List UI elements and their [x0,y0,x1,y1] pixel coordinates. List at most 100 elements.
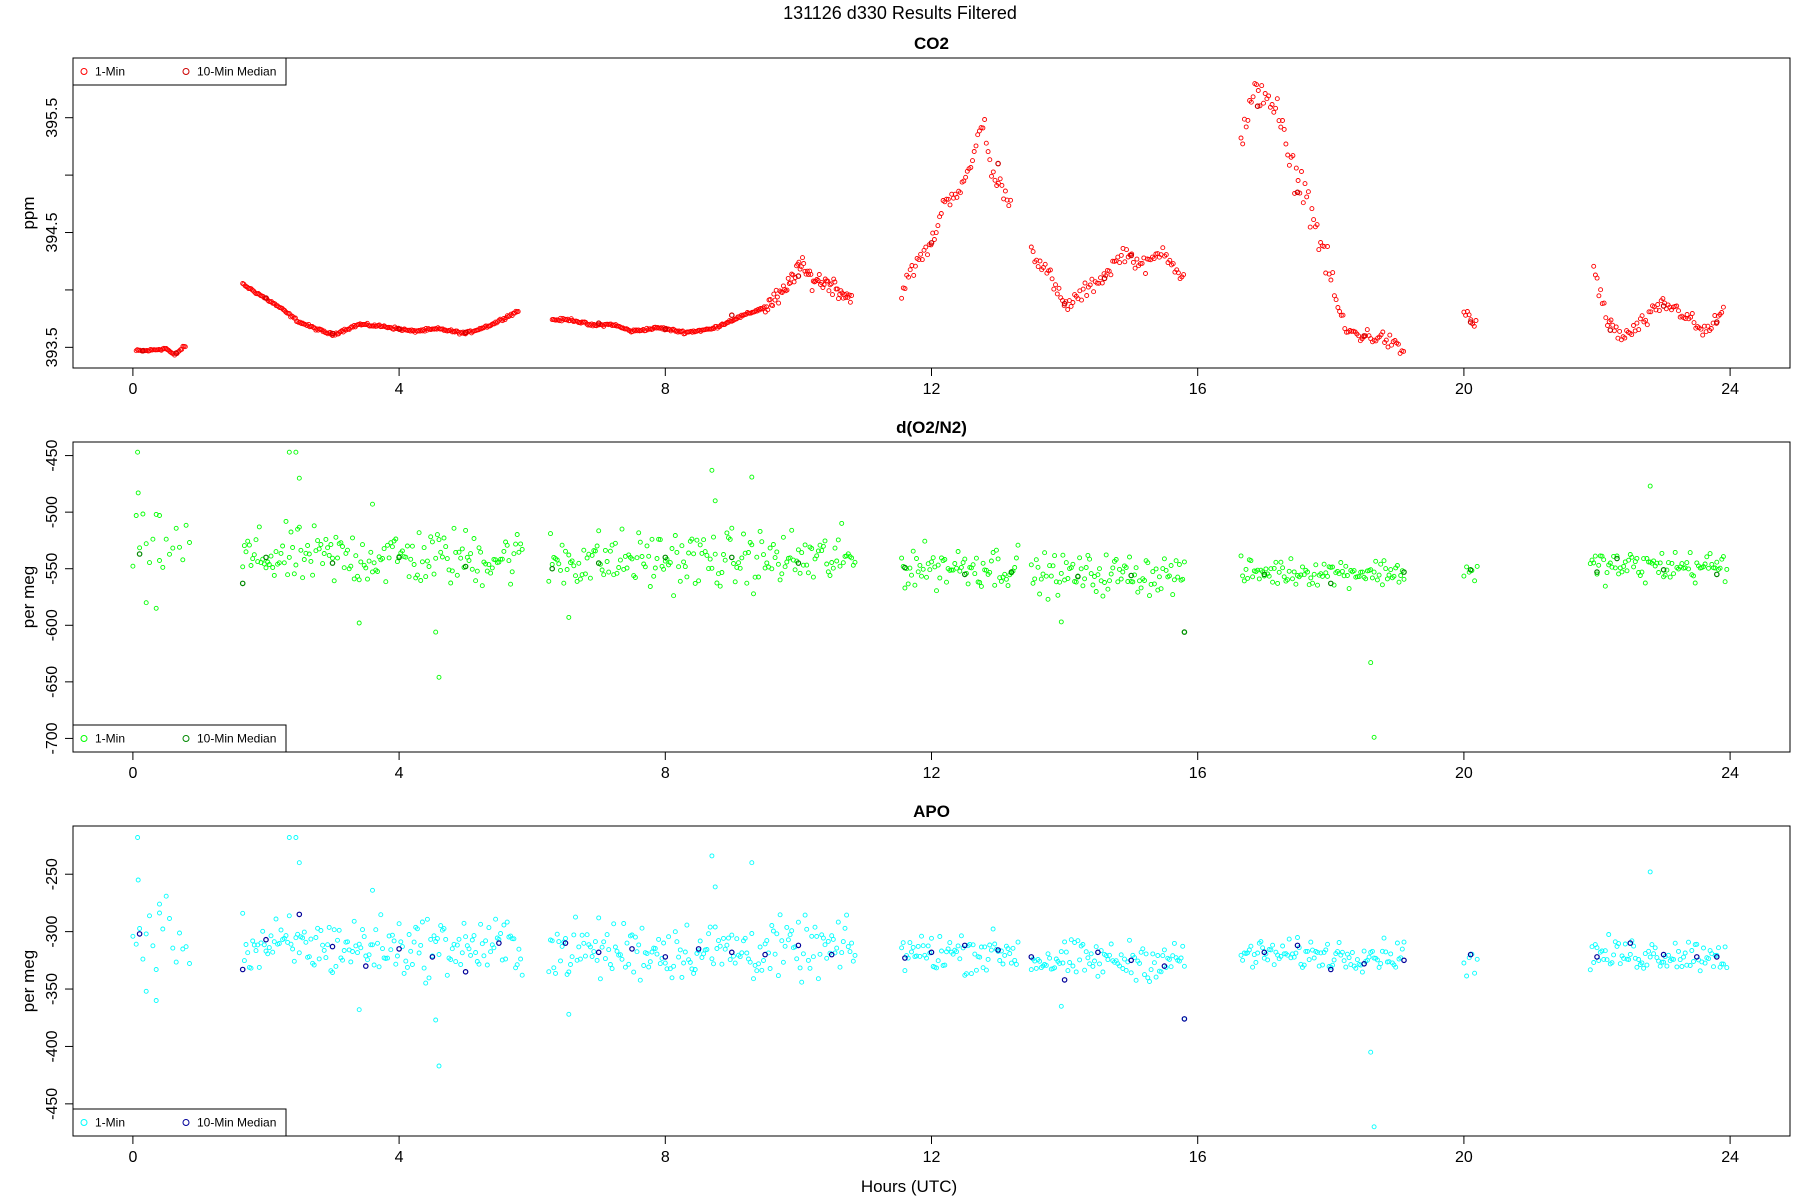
x-tick-label: 24 [1721,381,1739,398]
data-point [1266,573,1272,579]
data-point [179,346,185,352]
data-point [296,950,302,956]
data-point [1369,948,1375,954]
data-point [684,574,690,580]
data-point [689,536,695,542]
data-point [647,584,653,589]
data-point [770,928,776,934]
data-point [712,498,718,504]
data-point [548,531,553,537]
x-tick-label: 4 [395,1149,404,1166]
data-point [1118,252,1124,258]
median-point [1627,940,1634,946]
data-point [288,941,294,947]
data-point [692,580,698,586]
data-point [800,255,805,261]
x-tick-label: 12 [923,1149,941,1166]
data-point [1601,557,1607,563]
data-point [1268,566,1274,572]
data-point [180,946,186,952]
data-point [511,551,517,557]
data-point [939,948,944,954]
data-point [767,966,773,971]
data-point [1145,560,1151,566]
data-point [669,546,675,551]
data-point [636,942,642,948]
data-point [167,916,172,921]
data-point [459,950,465,956]
data-point [732,960,738,966]
data-point [370,887,375,893]
data-point [824,955,830,961]
data-point [1087,961,1093,967]
data-point [1689,948,1695,953]
data-point [1093,589,1099,594]
data-point [907,267,913,273]
median-point [263,554,269,561]
data-point [451,525,457,531]
data-point [621,921,627,926]
data-point [922,538,928,544]
data-point [671,963,677,969]
data-point [987,569,993,575]
median-point [296,911,303,918]
data-point [150,536,156,542]
data-point [1636,957,1642,962]
data-point [634,555,640,561]
data-point [1388,567,1394,573]
data-point [345,547,350,553]
data-point [1682,316,1688,322]
data-point [1291,569,1297,575]
data-point [325,545,331,551]
data-point [566,614,572,620]
data-point [579,572,585,578]
data-point [1007,951,1013,956]
median-point [263,295,269,301]
data-point [558,567,563,573]
data-point [1089,276,1095,282]
y-axis-label: ppm [19,196,38,229]
data-point [1067,960,1073,965]
data-point [1180,943,1186,949]
data-point [751,591,756,597]
data-point [150,943,156,949]
data-point [1265,957,1271,963]
data-point [386,555,392,561]
data-point [418,942,424,948]
data-point [967,941,973,947]
data-point [756,961,761,967]
data-point [488,949,494,955]
data-point [187,961,192,966]
data-point [958,564,964,570]
data-point [832,279,838,285]
data-point [1692,580,1698,586]
data-point [251,942,257,948]
data-point [742,935,748,941]
data-point [1288,556,1294,562]
data-point [1269,102,1275,107]
data-point [1398,955,1404,961]
median-point [595,949,602,956]
median-point [140,347,146,354]
data-point [1032,576,1038,582]
data-point [140,956,146,962]
data-point [1634,320,1640,326]
data-point [782,943,788,949]
data-point [684,922,690,928]
data-point [411,562,417,567]
data-point [983,967,989,973]
data-point [801,261,807,266]
data-point [661,940,667,946]
data-point [1033,965,1039,971]
data-point [954,949,959,955]
data-point [1587,967,1593,973]
data-point [574,578,580,584]
median-point [1095,949,1101,956]
data-point [1058,1003,1064,1009]
data-point [1669,560,1675,566]
data-point [1278,124,1284,130]
data-point [143,600,149,606]
data-point [428,534,434,540]
median-point [595,320,602,327]
data-point [454,942,460,948]
